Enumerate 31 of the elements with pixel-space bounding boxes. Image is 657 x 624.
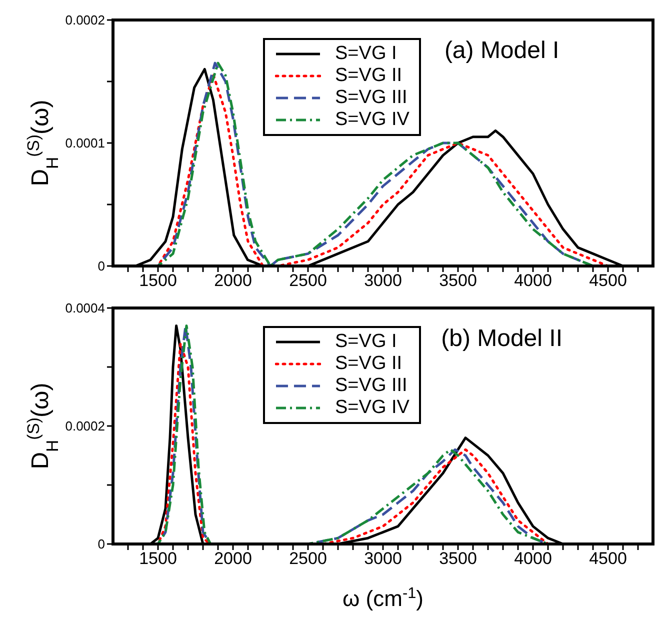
legend-label: S=VG IV: [335, 397, 410, 419]
annotation: (b) Model II: [441, 325, 562, 352]
y-tick-label: 0: [98, 258, 105, 274]
x-tick-label: 4000: [514, 549, 552, 568]
x-tick-label: 3000: [364, 271, 402, 290]
x-tick-label: 3500: [439, 271, 477, 290]
x-tick-label: 3500: [439, 549, 477, 568]
legend-label: S=VG II: [335, 353, 402, 375]
legend-label: S=VG I: [335, 331, 397, 353]
x-tick-label: 2500: [289, 271, 327, 290]
legend-label: S=VG I: [335, 43, 397, 65]
legend-label: S=VG III: [335, 87, 408, 109]
x-tick-label: 2500: [289, 549, 327, 568]
x-tick-label: 3000: [364, 549, 402, 568]
legend-label: S=VG III: [335, 375, 408, 397]
x-tick-label: 2000: [214, 549, 252, 568]
y-tick-label: 0.0004: [65, 300, 105, 316]
y-tick-label: 0.0001: [65, 136, 105, 151]
x-tick-label: 1500: [139, 549, 177, 568]
annotation: (a) Model I: [444, 37, 560, 64]
x-tick-label: 4500: [589, 271, 627, 290]
legend-label: S=VG IV: [335, 109, 410, 131]
x-tick-label: 4000: [514, 271, 552, 290]
x-tick-label: 4500: [589, 549, 627, 568]
y-tick-label: 0: [98, 536, 105, 552]
legend-label: S=VG II: [335, 65, 402, 87]
y-tick-label: 0.0002: [65, 418, 105, 434]
x-axis-title: ω (cm$^{-1}$): [342, 584, 424, 611]
x-tick-label: 1500: [139, 271, 177, 290]
x-tick-label: 2000: [214, 271, 252, 290]
y-tick-label: 0.0002: [65, 12, 105, 28]
